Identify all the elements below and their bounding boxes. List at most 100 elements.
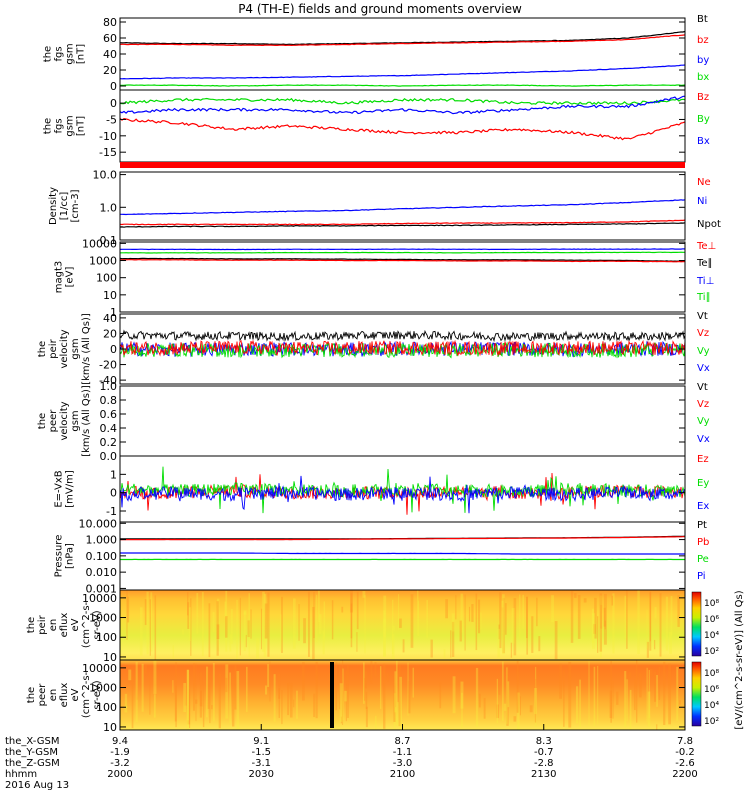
spectrogram-texture bbox=[296, 690, 298, 719]
spectrogram-texture bbox=[498, 678, 501, 695]
x-tick-label: 8.3 bbox=[536, 736, 552, 747]
spectrogram-texture bbox=[511, 608, 515, 644]
spectrogram-texture bbox=[616, 691, 619, 705]
spectrogram-texture bbox=[339, 683, 343, 722]
spectrogram-texture bbox=[209, 673, 211, 724]
spectrogram-texture bbox=[516, 661, 519, 713]
y-tick-label: 0 bbox=[110, 97, 117, 110]
spectrogram-texture bbox=[592, 613, 595, 649]
panel-density: 10.0 1.0 0.1 Density [1/cc] [cm-3] Ne Ni Npot bbox=[48, 169, 721, 247]
x-tick-label: 8.7 bbox=[395, 736, 411, 747]
spectrogram-texture bbox=[575, 686, 579, 724]
spectrogram-texture bbox=[443, 649, 446, 659]
y-tick-label: -20 bbox=[99, 359, 117, 372]
spectrogram-texture bbox=[612, 681, 614, 719]
spectrogram-texture bbox=[292, 598, 296, 649]
y-axis-label: en bbox=[48, 689, 59, 702]
spectrogram-texture bbox=[477, 599, 481, 634]
spectrogram-texture bbox=[609, 690, 613, 719]
spectrogram-texture bbox=[216, 601, 219, 656]
spectrogram-texture bbox=[498, 624, 500, 640]
spectrogram-texture bbox=[526, 596, 529, 655]
spectrogram-texture bbox=[224, 601, 227, 618]
spectrogram-texture bbox=[212, 662, 215, 722]
panel-frame bbox=[119, 241, 686, 313]
spectrogram-texture bbox=[499, 592, 502, 649]
series-Vz bbox=[119, 339, 686, 357]
legend-Ti∥: Ti∥ bbox=[696, 292, 711, 303]
y-tick-label: 1.000 bbox=[86, 534, 118, 547]
spectrogram-texture bbox=[379, 666, 382, 709]
spectrogram-texture bbox=[313, 592, 315, 639]
spectrogram-texture bbox=[654, 606, 657, 619]
spectrogram-texture bbox=[225, 616, 228, 638]
spectrogram-texture bbox=[281, 690, 283, 725]
series-bx bbox=[120, 84, 686, 87]
y-axis-label: magt3 bbox=[54, 261, 65, 294]
spectrogram-texture bbox=[323, 601, 326, 640]
spectrogram-texture bbox=[287, 682, 290, 716]
legend-Vx: Vx bbox=[697, 434, 710, 445]
spectrogram-texture bbox=[188, 689, 191, 728]
y-axis-label: sr-eV) bbox=[92, 610, 103, 639]
spectrogram-texture bbox=[172, 680, 174, 693]
legend-Ti⊥: Ti⊥ bbox=[696, 276, 714, 287]
spectrogram-texture bbox=[402, 639, 405, 653]
spectrogram-texture bbox=[149, 669, 151, 715]
panel-fgs_gsm_components: 0 -5 -10 -15 the fgs gsm [nT] Bz By Bx bbox=[43, 89, 710, 163]
x-tick-label: -3.2 bbox=[110, 758, 130, 769]
y-axis-label: the bbox=[43, 118, 54, 134]
spectrogram-texture bbox=[669, 631, 672, 654]
y-tick-label: -5 bbox=[106, 113, 117, 126]
spectrogram-texture bbox=[365, 706, 368, 728]
spectrogram-texture bbox=[635, 660, 638, 723]
spectrogram-texture bbox=[247, 620, 251, 638]
spectrogram-texture bbox=[149, 599, 151, 656]
spectrogram-texture bbox=[506, 666, 509, 726]
spectrogram-texture bbox=[475, 667, 479, 727]
spectrogram-texture bbox=[386, 673, 389, 682]
series-Pi bbox=[120, 552, 685, 555]
series-By bbox=[119, 97, 686, 106]
spectrogram-texture bbox=[504, 603, 507, 635]
spectrogram-texture bbox=[263, 593, 267, 658]
panel-temperature: 10000 1000 100 10 1 magt3 [eV] Te⊥ Te∥ Ti⊥ Ti∥ bbox=[54, 237, 717, 319]
spectrogram-texture bbox=[243, 610, 247, 615]
x-tick-label: -3.0 bbox=[393, 758, 413, 769]
legend-Ey: Ey bbox=[697, 478, 709, 489]
colorbar-tick: 10⁸ bbox=[704, 599, 719, 609]
spectrogram-texture bbox=[347, 665, 349, 718]
y-tick-label: 10000 bbox=[82, 592, 117, 605]
y-tick-label: 1 bbox=[110, 468, 117, 481]
x-row-label: 2016 Aug 13 bbox=[5, 780, 69, 791]
colorbar-tick: 10⁴ bbox=[704, 701, 719, 711]
spectrogram-texture bbox=[250, 609, 252, 639]
spectrogram-texture bbox=[195, 663, 197, 722]
spectrogram-texture bbox=[464, 594, 466, 651]
spectrogram-texture bbox=[136, 680, 138, 700]
y-axis-label: the bbox=[37, 413, 48, 429]
panel-fgs_gsm_total: 80 60 40 20 0 the fgs gsm [nT] Bt bz by bx bbox=[43, 14, 710, 93]
y-tick-label: 100 bbox=[96, 631, 117, 644]
x-tick-label: 2030 bbox=[249, 769, 274, 780]
legend-bx: bx bbox=[697, 72, 709, 83]
spectrogram-texture bbox=[659, 593, 662, 657]
x-row-label: hhmm bbox=[5, 769, 37, 780]
y-axis-label: [nT] bbox=[76, 44, 87, 64]
spectrogram-texture bbox=[397, 702, 399, 727]
y-tick-label: 20 bbox=[103, 64, 117, 77]
spectrogram-texture bbox=[418, 600, 420, 637]
spectrogram-texture bbox=[383, 618, 386, 657]
y-axis-label: velocity bbox=[59, 401, 70, 440]
y-axis-label: the bbox=[43, 46, 54, 62]
panel-frame bbox=[119, 385, 686, 457]
spectrogram-texture bbox=[628, 672, 632, 679]
colorbar-tick: 10⁶ bbox=[704, 685, 719, 695]
series-Te∥ bbox=[119, 257, 685, 263]
y-tick-label: 0.001 bbox=[86, 582, 118, 595]
spectrogram-texture bbox=[551, 595, 554, 623]
spectrogram-texture bbox=[536, 597, 538, 627]
spectrogram-texture bbox=[239, 597, 241, 656]
spectrogram-texture bbox=[298, 604, 300, 641]
spectrogram-texture bbox=[127, 596, 130, 623]
